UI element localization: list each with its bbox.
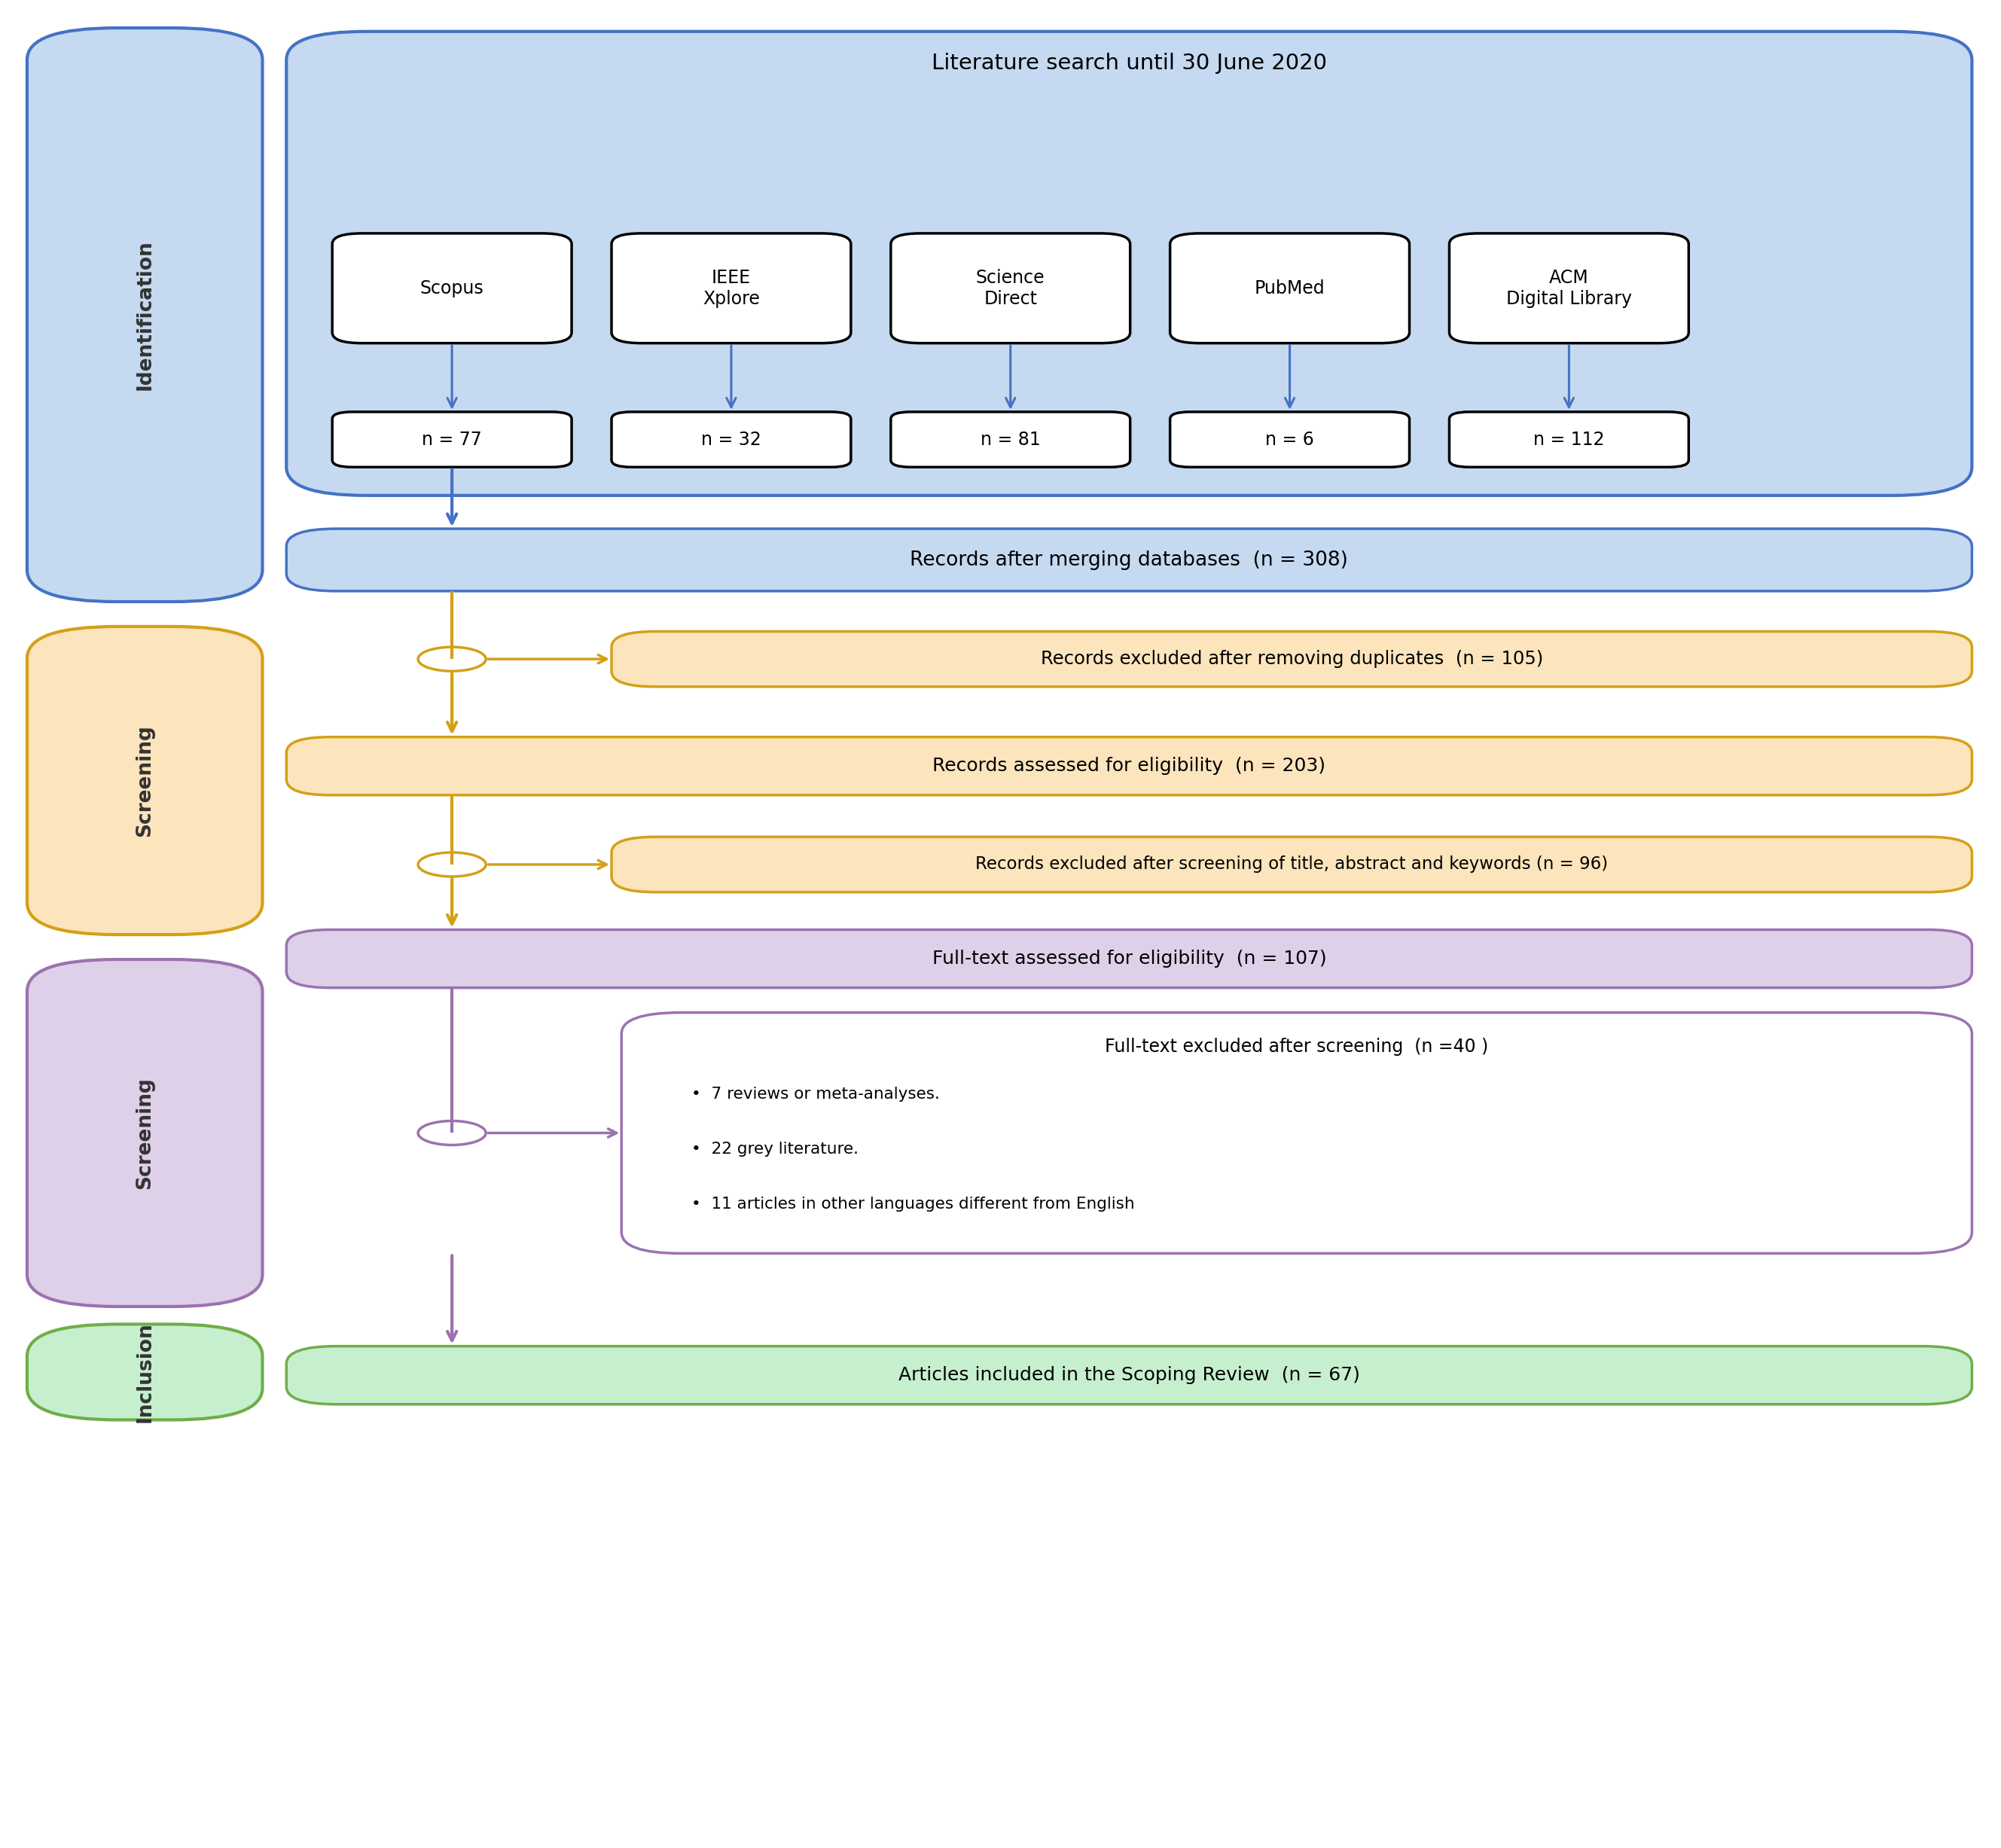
FancyBboxPatch shape	[28, 959, 262, 1307]
FancyBboxPatch shape	[28, 1325, 262, 1419]
Text: n = 77: n = 77	[422, 431, 482, 449]
FancyBboxPatch shape	[612, 412, 850, 468]
FancyBboxPatch shape	[1171, 233, 1409, 344]
Text: PubMed: PubMed	[1255, 279, 1325, 298]
Text: ACM
Digital Library: ACM Digital Library	[1507, 268, 1633, 309]
FancyBboxPatch shape	[1449, 412, 1689, 468]
Text: n = 112: n = 112	[1533, 431, 1605, 449]
Text: Screening: Screening	[134, 1077, 154, 1188]
Text: Records excluded after removing duplicates  (n = 105): Records excluded after removing duplicat…	[1041, 650, 1543, 669]
Text: IEEE
Xplore: IEEE Xplore	[702, 268, 760, 309]
FancyBboxPatch shape	[286, 529, 1971, 591]
Text: Records after merging databases  (n = 308): Records after merging databases (n = 308…	[910, 551, 1349, 569]
FancyBboxPatch shape	[286, 31, 1971, 495]
Text: •  11 articles in other languages different from English: • 11 articles in other languages differe…	[690, 1198, 1135, 1212]
FancyBboxPatch shape	[286, 1345, 1971, 1404]
Text: n = 32: n = 32	[700, 431, 760, 449]
FancyBboxPatch shape	[1449, 233, 1689, 344]
Text: •  22 grey literature.: • 22 grey literature.	[690, 1142, 858, 1157]
FancyBboxPatch shape	[28, 626, 262, 935]
FancyBboxPatch shape	[286, 930, 1971, 987]
Text: Identification: Identification	[134, 240, 154, 390]
FancyBboxPatch shape	[890, 412, 1131, 468]
FancyBboxPatch shape	[286, 737, 1971, 795]
FancyBboxPatch shape	[622, 1013, 1971, 1253]
Text: Full-text excluded after screening  (n =40 ): Full-text excluded after screening (n =4…	[1105, 1037, 1489, 1055]
FancyBboxPatch shape	[332, 412, 572, 468]
Text: Inclusion: Inclusion	[134, 1321, 154, 1423]
Text: Articles included in the Scoping Review  (n = 67): Articles included in the Scoping Review …	[898, 1366, 1361, 1384]
FancyBboxPatch shape	[28, 28, 262, 602]
Text: Full-text assessed for eligibility  (n = 107): Full-text assessed for eligibility (n = …	[932, 950, 1327, 968]
Text: Science
Direct: Science Direct	[976, 268, 1045, 309]
Text: Records assessed for eligibility  (n = 203): Records assessed for eligibility (n = 20…	[932, 758, 1327, 774]
Text: Screening: Screening	[134, 724, 154, 837]
FancyBboxPatch shape	[1171, 412, 1409, 468]
FancyBboxPatch shape	[332, 233, 572, 344]
Text: Literature search until 30 June 2020: Literature search until 30 June 2020	[932, 54, 1327, 74]
Text: •  7 reviews or meta-analyses.: • 7 reviews or meta-analyses.	[690, 1087, 940, 1101]
FancyBboxPatch shape	[612, 632, 1971, 687]
FancyBboxPatch shape	[612, 233, 850, 344]
Text: n = 81: n = 81	[980, 431, 1041, 449]
FancyBboxPatch shape	[612, 837, 1971, 893]
FancyBboxPatch shape	[890, 233, 1131, 344]
Text: Records excluded after screening of title, abstract and keywords (n = 96): Records excluded after screening of titl…	[974, 856, 1609, 872]
Text: Scopus: Scopus	[420, 279, 484, 298]
Text: n = 6: n = 6	[1265, 431, 1315, 449]
